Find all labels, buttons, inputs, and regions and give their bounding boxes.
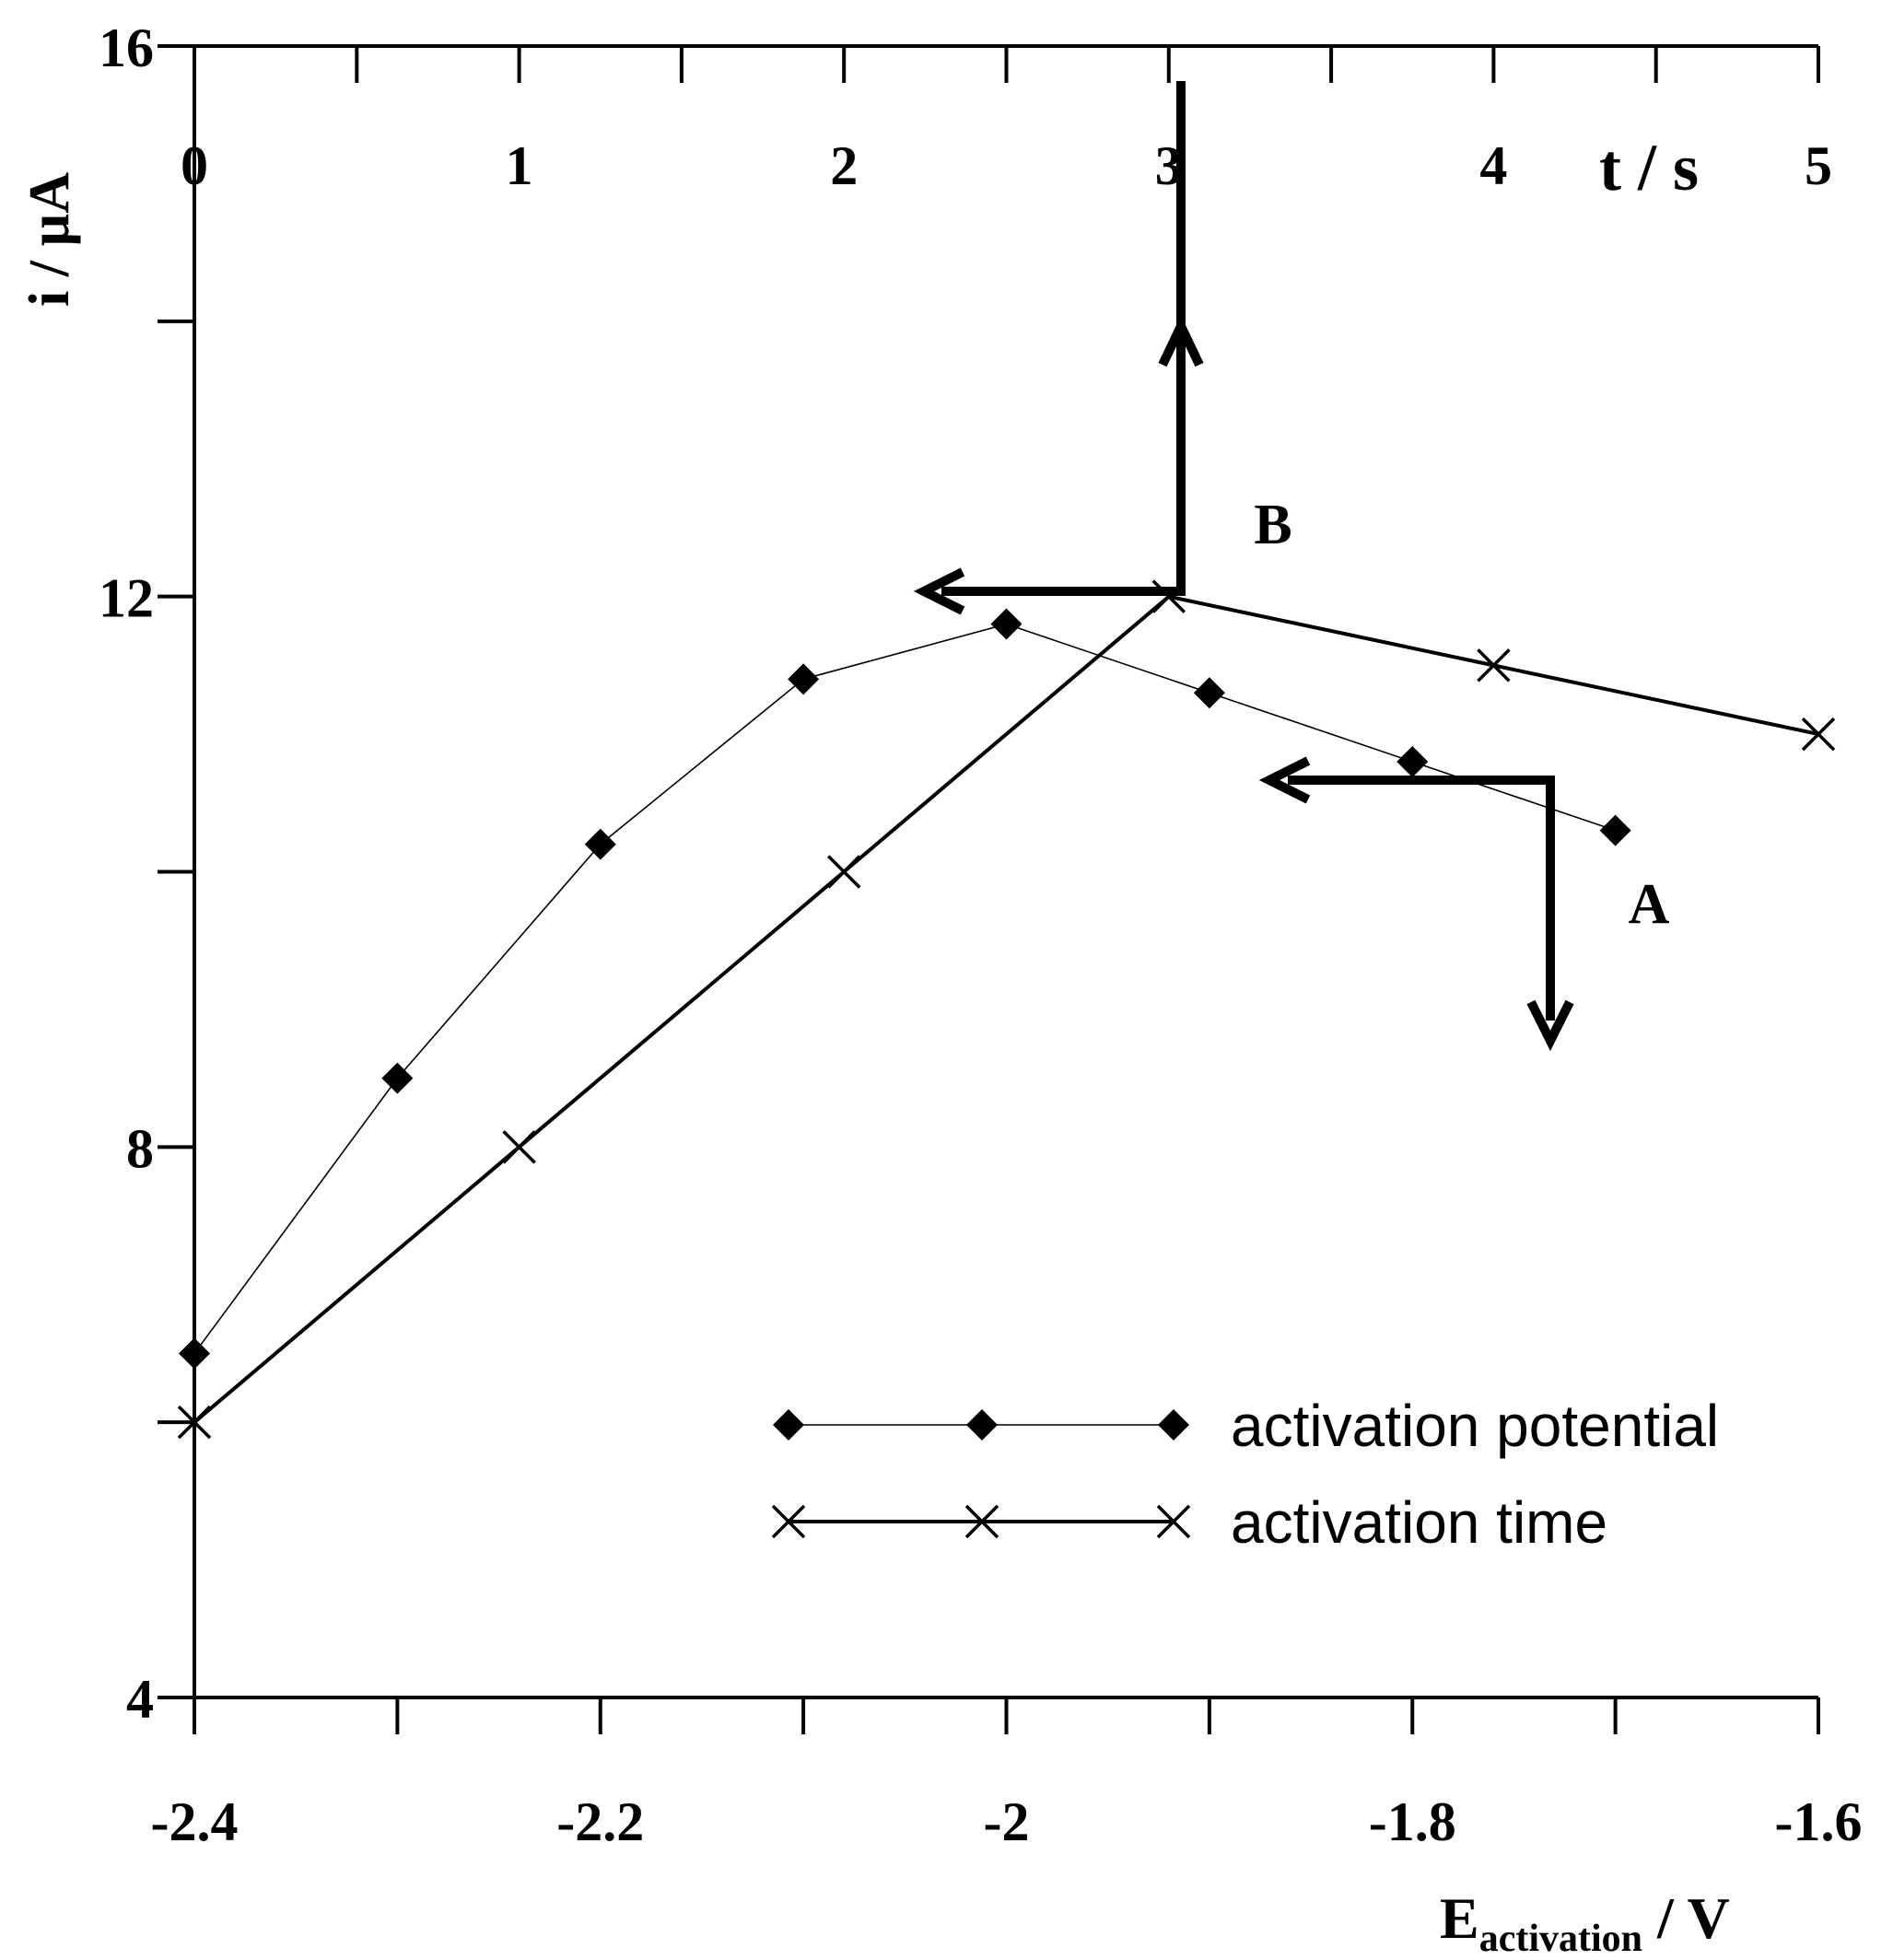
legend-marker	[1158, 1409, 1189, 1441]
data-point	[1193, 677, 1225, 709]
legend-marker	[966, 1409, 998, 1441]
x-axis-top-label: t / s	[1599, 131, 1699, 204]
y-tick-label: 16	[99, 18, 154, 78]
annotation-a-label: A	[1629, 873, 1670, 936]
x-axis-bottom-label: Eactivation / V	[1440, 1885, 1730, 1960]
arrow-a: A	[1258, 756, 1670, 1052]
series-line	[193, 594, 1819, 1424]
arrow-b: B	[913, 81, 1292, 615]
x-bottom-tick-label: -1.6	[1775, 1791, 1863, 1852]
data-point	[584, 828, 616, 860]
data-point	[826, 855, 861, 889]
series-layer	[177, 579, 1836, 1440]
legend-marker	[773, 1409, 804, 1441]
arrow-b-left-head	[913, 567, 965, 615]
data-point	[179, 1337, 210, 1370]
x-top-tick-label: 0	[181, 135, 208, 196]
legend-marker	[964, 1504, 999, 1539]
legend: activation potential activation time	[771, 1393, 1719, 1556]
legend-marker	[771, 1504, 806, 1539]
arrow-a-left-head	[1258, 756, 1311, 804]
legend-marker	[1156, 1504, 1191, 1539]
legend-label: activation potential	[1231, 1393, 1719, 1459]
y-tick-label: 4	[126, 1669, 154, 1730]
series-activation-time	[177, 579, 1836, 1440]
x-label-main: E	[1440, 1885, 1479, 1951]
data-point	[1396, 745, 1429, 777]
data-point	[177, 1405, 212, 1440]
series-activation-potential	[179, 608, 1631, 1370]
data-point	[1477, 648, 1511, 682]
x-bottom-tick-label: -2.2	[556, 1791, 644, 1852]
annotation-b-label: B	[1254, 494, 1291, 556]
data-point	[1801, 717, 1836, 752]
data-point	[990, 608, 1022, 640]
data-point	[788, 663, 820, 695]
arrow-b-path	[941, 81, 1186, 596]
y-tick-label: 12	[99, 568, 154, 629]
data-point	[381, 1062, 414, 1094]
x-top-tick-label: 5	[1805, 135, 1832, 196]
legend-label: activation time	[1231, 1489, 1607, 1556]
annotation-layer: B A	[913, 81, 1670, 1052]
series-line	[193, 623, 1616, 1354]
x-bottom-tick-label: -2.4	[151, 1791, 239, 1852]
arrow-a-path	[1288, 776, 1555, 1021]
x-bottom-tick-label: -2	[984, 1791, 1030, 1852]
x-label-subscript: activation	[1479, 1918, 1642, 1960]
x-top-tick-label: 1	[506, 135, 533, 196]
y-axis-label: i / µA	[18, 172, 81, 307]
arrow-b-up-head	[1158, 315, 1204, 368]
x-top-tick-label: 2	[830, 135, 858, 196]
y-tick-label: 8	[126, 1118, 154, 1179]
x-bottom-tick-label: -1.8	[1369, 1791, 1456, 1852]
data-point	[502, 1130, 536, 1164]
x-label-unit: / V	[1642, 1885, 1730, 1951]
x-top-tick-label: 4	[1479, 135, 1507, 196]
arrow-a-down-head	[1526, 999, 1574, 1052]
data-point	[1599, 814, 1631, 846]
